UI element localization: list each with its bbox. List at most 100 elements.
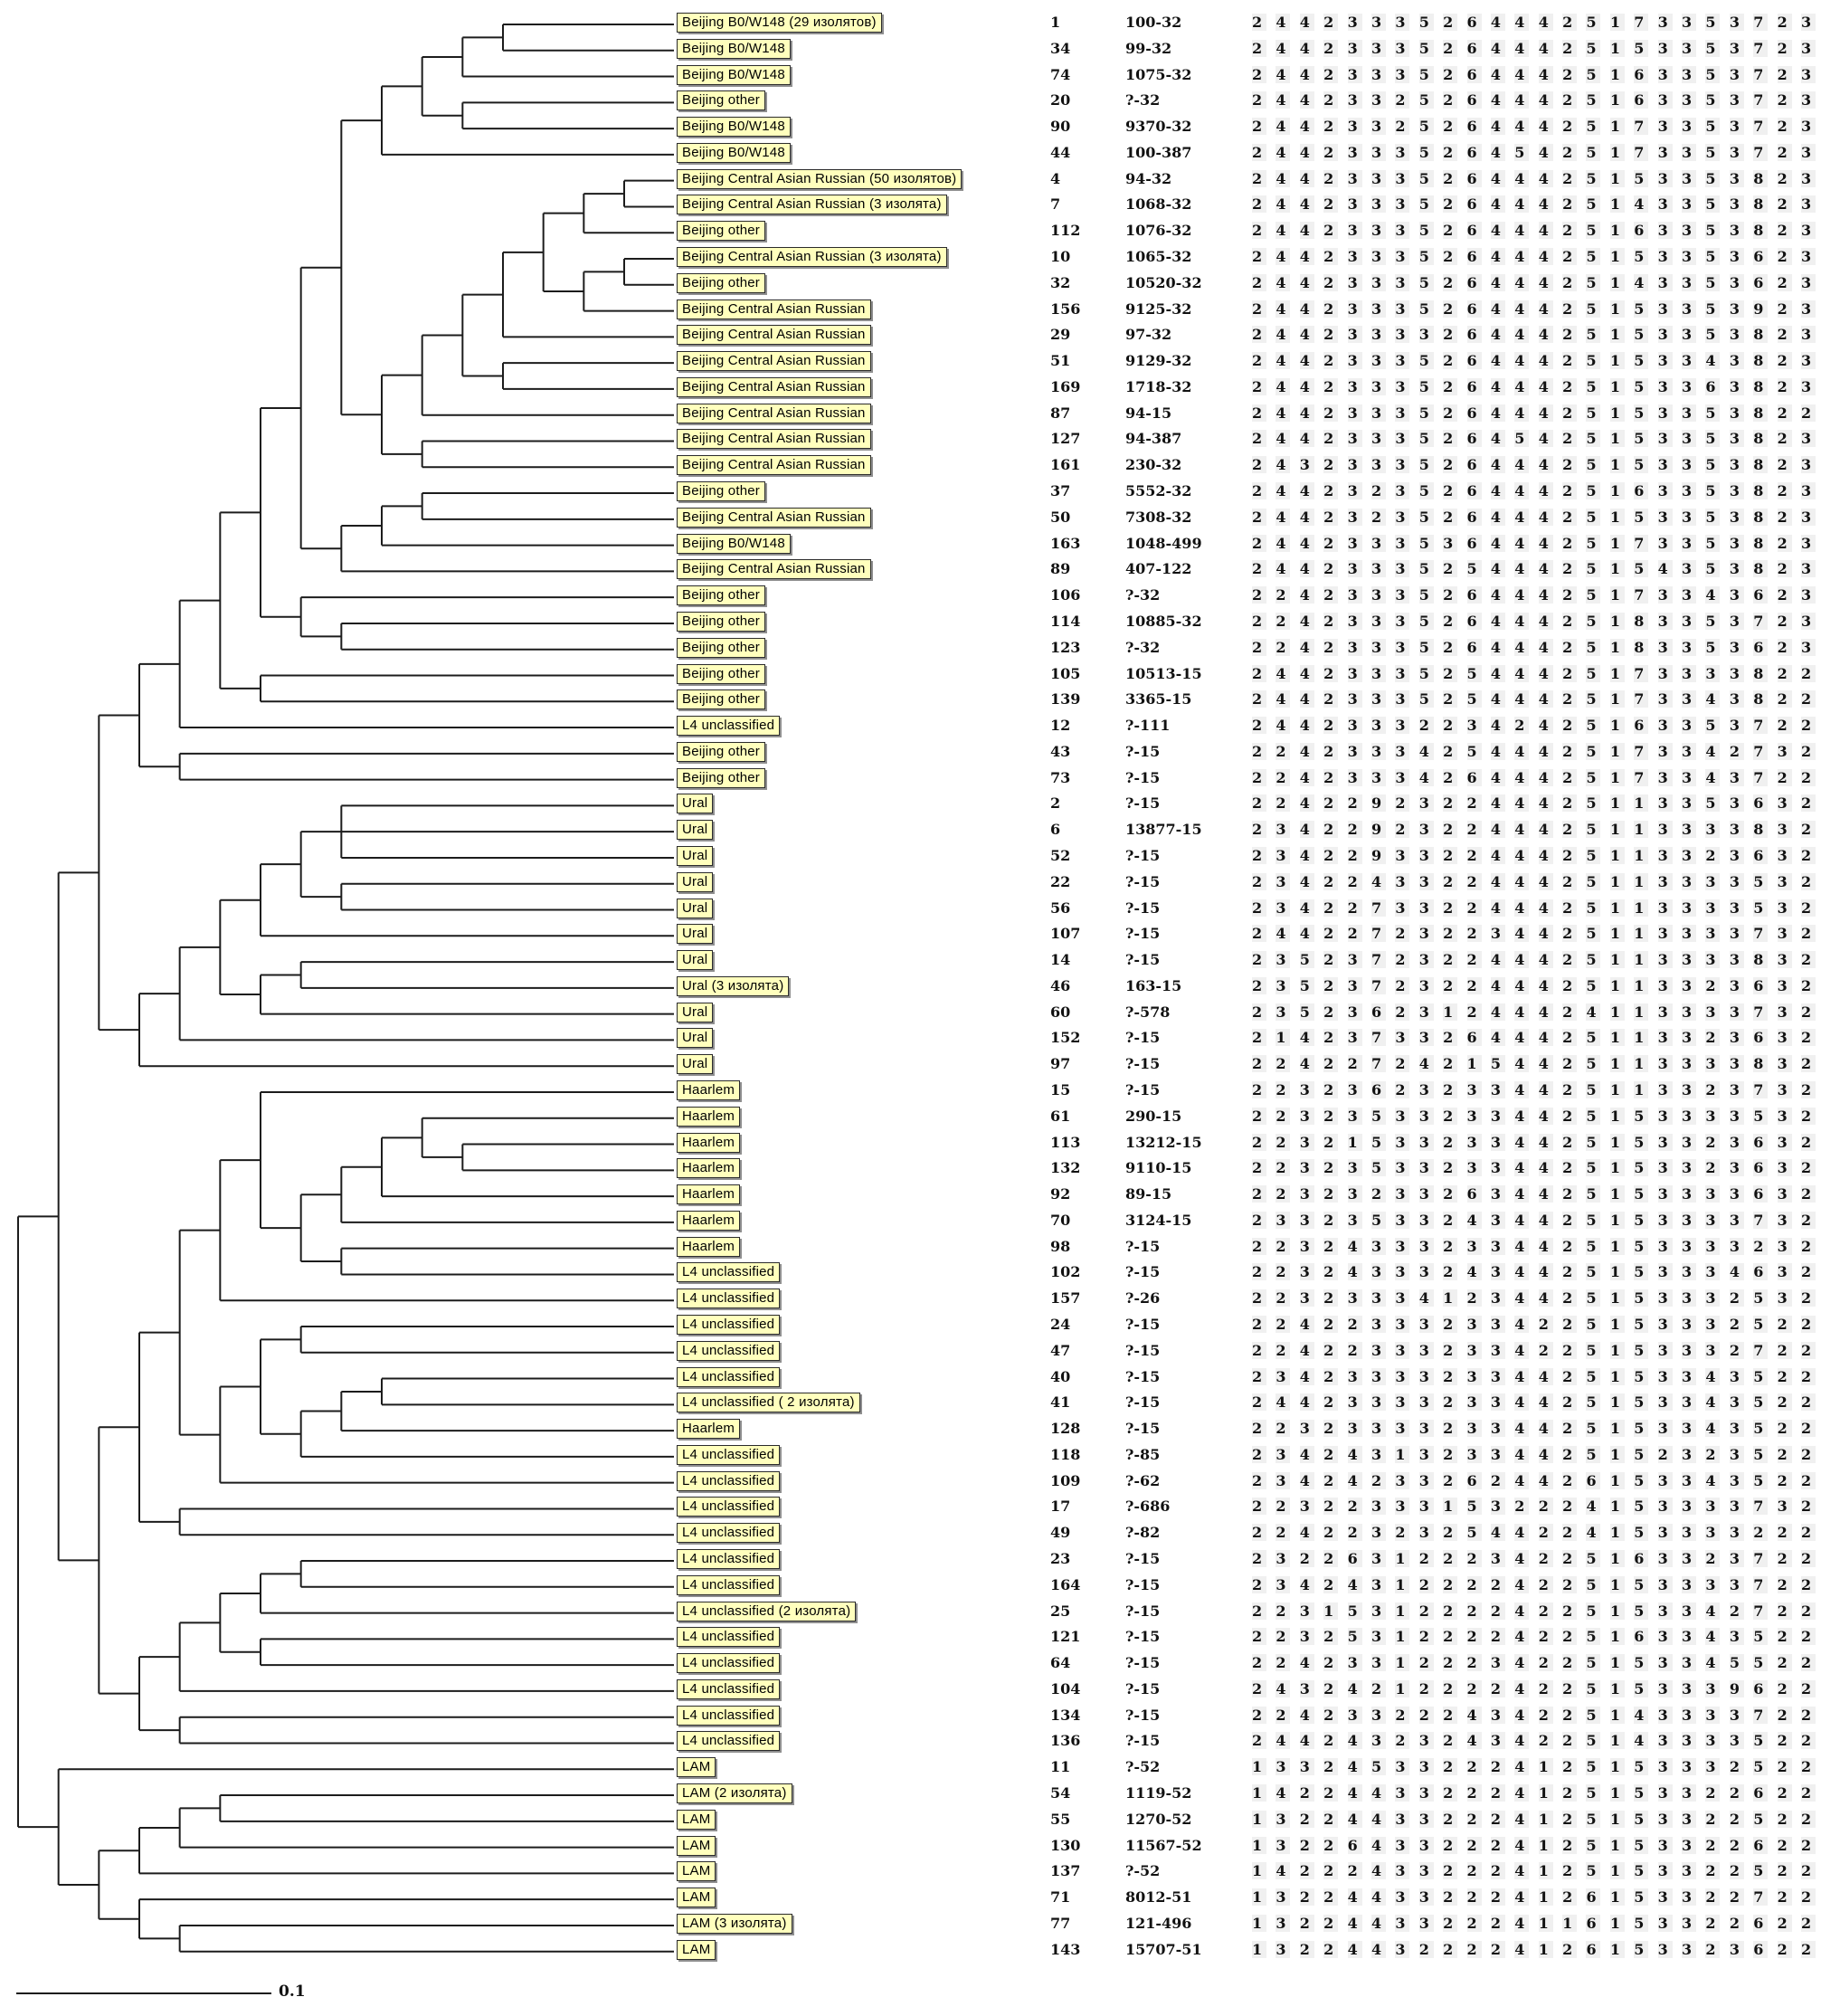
scale-bar [16, 1992, 271, 1994]
miru-digit: 5 [1347, 1602, 1371, 1620]
miru-digit: 1 [1609, 1211, 1635, 1229]
miru-digit: 8 [1753, 195, 1778, 214]
taxon-row: Ural 6 13877-15 2 3 4 2 2 9 2 3 2 2 4 4 4 2 5 1 1 3 3 3 3 8 3 2 [0, 820, 1821, 843]
isolate-id: 169 [1050, 377, 1081, 395]
miru-digit: 2 [1538, 1732, 1563, 1750]
miru-digit: 1 [1634, 1029, 1658, 1047]
miru-digit: 5 [1586, 1316, 1610, 1333]
miru-digit: 2 [1800, 1498, 1821, 1516]
isolate-id: 139 [1050, 690, 1081, 708]
miru-digit: 3 [1276, 1758, 1300, 1776]
miru-digit: 4 [1276, 482, 1300, 500]
miru-digit: 2 [1443, 1237, 1467, 1255]
miru-digit: 1 [1276, 1029, 1300, 1047]
miru-digit: 4 [1705, 742, 1730, 760]
taxon-label: LAM [677, 1939, 716, 1960]
miru-digit: 4 [1705, 1393, 1730, 1412]
miru-digit: 2 [1252, 326, 1276, 344]
miru-digit: 2 [1252, 1575, 1276, 1593]
miru-digit: 5 [1418, 14, 1444, 31]
miru-digit: 4 [1276, 664, 1300, 682]
miru-digit: 3 [1657, 222, 1683, 240]
miru-digit: 6 [1466, 1471, 1491, 1489]
isolate-id: 143 [1050, 1940, 1081, 1958]
miru-digit: 2 [1800, 1341, 1821, 1359]
miru-digit: 4 [1276, 690, 1300, 708]
miru-digit: 4 [1538, 404, 1563, 422]
miru-digit: 3 [1370, 377, 1396, 395]
miru-digit: 2 [1562, 65, 1587, 83]
miru-digit: 4 [1299, 742, 1324, 760]
miru-digit: 2 [1252, 742, 1276, 760]
miru-digit: 6 [1466, 39, 1491, 57]
miru-digit: 2 [1562, 1732, 1587, 1750]
miru-digit: 2 [1562, 1341, 1587, 1359]
miru-digit: 6 [1753, 1836, 1778, 1854]
miru-digit: 6 [1466, 768, 1491, 786]
miru-digit: 4 [1490, 899, 1515, 917]
miru-digit: 5 [1586, 273, 1610, 291]
taxon-row: LAM 11 ?-52 1 3 3 2 4 5 3 3 2 2 2 4 1 2 5 1 5 3 3 3 2 5 2 2 [0, 1757, 1821, 1781]
miru-digit: 2 [1252, 1654, 1276, 1672]
miru-digit: 5 [1418, 195, 1444, 214]
miru-digit: 4 [1347, 1888, 1371, 1907]
miru-digit: 1 [1609, 1914, 1635, 1932]
miru-digit: 3 [1299, 456, 1324, 474]
isolate-id: 89 [1050, 560, 1071, 578]
miru-digit: 3 [1777, 1211, 1801, 1229]
miru-digit: 2 [1323, 39, 1348, 57]
miru-digit: 5 [1705, 169, 1730, 187]
miru-digit: 2 [1729, 1289, 1754, 1308]
miru-digit: 1 [1323, 1602, 1348, 1620]
miru-digit: 2 [1562, 717, 1587, 735]
miru-digit: 4 [1299, 1393, 1324, 1412]
miru-digit: 4 [1299, 195, 1324, 214]
miru-digit: 4 [1299, 1575, 1324, 1593]
miru-digit: 5 [1299, 1003, 1324, 1021]
taxon-label: L4 unclassified [677, 1653, 781, 1674]
miru-digit: 3 [1276, 1888, 1300, 1907]
miru-digit: 4 [1347, 1758, 1371, 1776]
miru-digit: 1 [1252, 1888, 1276, 1907]
miru-digit: 5 [1753, 1289, 1778, 1308]
miru-digit: 2 [1800, 1810, 1821, 1828]
taxon-label: Haarlem [677, 1184, 741, 1205]
miru-digit: 2 [1443, 39, 1467, 57]
isolate-id: 1 [1050, 14, 1061, 31]
miru-digit: 1 [1252, 1940, 1276, 1958]
miru-digit: 6 [1466, 143, 1491, 161]
miru-digit: 2 [1323, 91, 1348, 109]
miru-digit: 3 [1466, 1159, 1491, 1177]
miru-digit: 4 [1538, 612, 1563, 630]
miru-digit: 2 [1418, 1654, 1444, 1672]
miru-digit: 3 [1418, 1888, 1444, 1907]
miru-digit: 2 [1800, 1471, 1821, 1489]
miru-digit: 4 [1370, 1836, 1396, 1854]
miru-digit: 3 [1370, 65, 1396, 83]
taxon-label: Ural [677, 1028, 714, 1049]
miru-digit: 3 [1657, 430, 1683, 448]
miru-digit: 4 [1514, 456, 1539, 474]
miru-digit: 2 [1777, 430, 1801, 448]
miru-digit: 5 [1705, 195, 1730, 214]
miru-digit: 3 [1418, 1263, 1444, 1281]
miru-digit: 2 [1323, 273, 1348, 291]
miru-digit: 1 [1538, 1758, 1563, 1776]
miru-digit: 2 [1347, 1341, 1371, 1359]
miru-digit: 8 [1753, 951, 1778, 969]
miru-digit: 2 [1443, 1211, 1467, 1229]
taxon-label: L4 unclassified [677, 1262, 781, 1283]
miru-digit: 3 [1395, 1836, 1419, 1854]
miru-digit: 2 [1395, 794, 1419, 813]
miru-digit: 2 [1562, 222, 1587, 240]
miru-digit: 2 [1443, 1159, 1467, 1177]
miru-digit: 2 [1705, 1784, 1730, 1802]
miru-digit: 1 [1609, 1732, 1635, 1750]
taxon-row: Ural 14 ?-15 2 3 5 2 3 7 2 3 2 2 4 4 4 2 5 1 1 3 3 3 3 8 3 2 [0, 950, 1821, 974]
